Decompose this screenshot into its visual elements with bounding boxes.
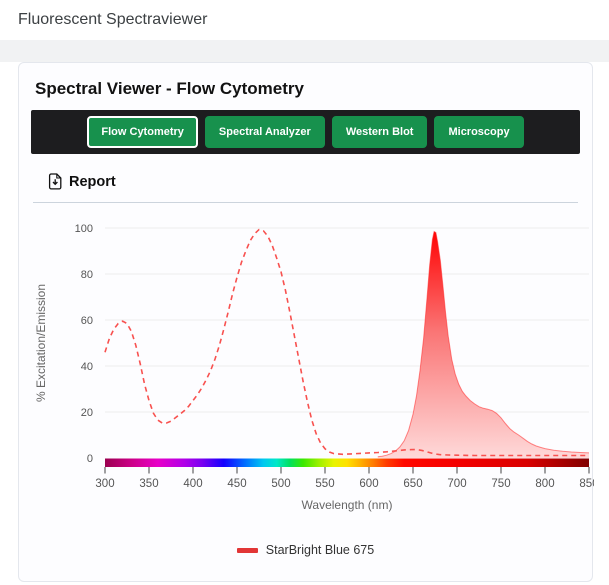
svg-text:350: 350 xyxy=(139,478,158,490)
chart-legend-item[interactable]: StarBright Blue 675 xyxy=(31,543,580,557)
svg-text:750: 750 xyxy=(491,478,510,490)
svg-text:700: 700 xyxy=(447,478,466,490)
page-title: Spectral Viewer - Flow Cytometry xyxy=(35,79,304,98)
svg-text:40: 40 xyxy=(81,361,93,373)
header-divider-band xyxy=(0,40,609,62)
x-axis: 300 350 400 450 500 550 600 650 700 750 800 850 xyxy=(95,467,599,490)
tab-flow-cytometry[interactable]: Flow Cytometry xyxy=(87,116,198,148)
tab-bar: Flow Cytometry Spectral Analyzer Western B… xyxy=(31,110,580,154)
svg-text:60: 60 xyxy=(81,315,93,327)
svg-text:0: 0 xyxy=(87,453,93,465)
spectral-viewer-card: Spectral Viewer - Flow Cytometry Flow Cy… xyxy=(18,62,599,582)
report-button[interactable]: Report xyxy=(48,173,116,190)
file-download-icon xyxy=(48,173,63,190)
spectra-chart[interactable]: 0 20 40 60 80 100 300 350 400 450 500 550 600 650 700 7… xyxy=(31,208,599,527)
svg-text:550: 550 xyxy=(315,478,334,490)
emission-area xyxy=(377,231,589,458)
app-title: Fluorescent Spectraviewer xyxy=(18,11,208,28)
tab-microscopy[interactable]: Microscopy xyxy=(434,116,524,148)
spectra-chart-svg[interactable]: 0 20 40 60 80 100 300 350 400 450 500 550 600 650 700 7… xyxy=(31,208,599,522)
app-header: Fluorescent Spectraviewer xyxy=(0,0,609,40)
svg-text:650: 650 xyxy=(403,478,422,490)
svg-text:20: 20 xyxy=(81,407,93,419)
y-gridlines: 0 20 40 60 80 100 xyxy=(75,223,589,465)
tab-western-blot[interactable]: Western Blot xyxy=(331,116,428,148)
svg-text:80: 80 xyxy=(81,269,93,281)
svg-text:800: 800 xyxy=(535,478,554,490)
excitation-line xyxy=(104,228,589,457)
svg-text:850: 850 xyxy=(579,478,594,490)
legend-label: StarBright Blue 675 xyxy=(265,543,375,557)
svg-text:600: 600 xyxy=(359,478,378,490)
svg-text:400: 400 xyxy=(183,478,202,490)
x-axis-title: Wavelength (nm) xyxy=(302,498,393,512)
legend-swatch xyxy=(236,547,258,553)
section-divider xyxy=(33,202,578,203)
y-axis-title: % Excitation/Emission xyxy=(34,284,48,402)
svg-text:300: 300 xyxy=(95,478,114,490)
tab-spectral-analyzer[interactable]: Spectral Analyzer xyxy=(204,116,325,148)
emission-top-edge xyxy=(377,230,590,458)
svg-text:450: 450 xyxy=(227,478,246,490)
report-label: Report xyxy=(69,173,116,190)
svg-text:100: 100 xyxy=(75,223,93,235)
svg-text:500: 500 xyxy=(271,478,290,490)
wavelength-spectrum-bar xyxy=(105,458,589,467)
